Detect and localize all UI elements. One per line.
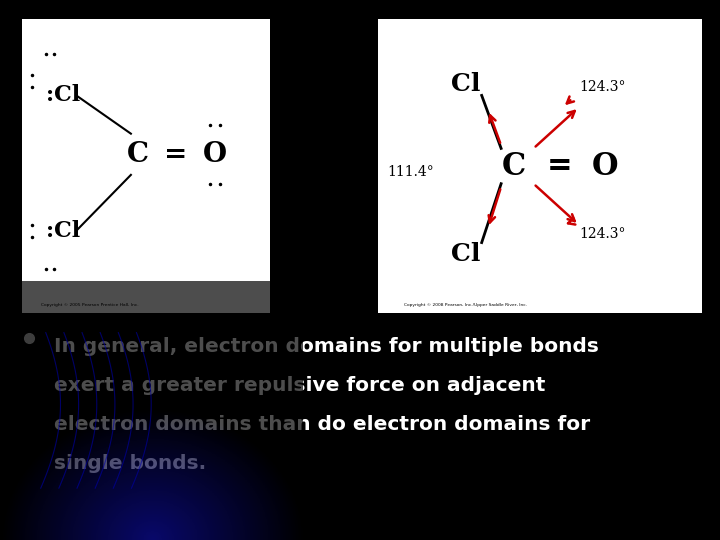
Text: Cl: Cl (451, 242, 480, 266)
Text: Copyright © 2008 Pearson, Inc./Upper Saddle River, Inc.: Copyright © 2008 Pearson, Inc./Upper Sad… (404, 303, 527, 307)
Text: Copyright © 2005 Pearson Prentice Hall, Inc.: Copyright © 2005 Pearson Prentice Hall, … (42, 303, 139, 307)
Text: Cl: Cl (451, 72, 480, 96)
Text: O: O (592, 151, 618, 181)
Text: =: = (164, 141, 187, 168)
Bar (378, 19, 702, 313)
Bar (22, 19, 270, 313)
Text: electron domains than do electron domains for: electron domains than do electron domain… (54, 415, 590, 434)
Text: C: C (127, 141, 149, 168)
Text: :Cl: :Cl (46, 84, 81, 106)
Text: 124.3°: 124.3° (579, 227, 626, 241)
Text: In general, electron domains for multiple bonds: In general, electron domains for multipl… (54, 338, 599, 356)
Text: exert a greater repulsive force on adjacent: exert a greater repulsive force on adjac… (54, 376, 545, 395)
Text: =: = (546, 151, 572, 181)
Text: C: C (502, 151, 526, 181)
Text: single bonds.: single bonds. (54, 454, 206, 473)
Text: :Cl: :Cl (46, 220, 81, 242)
Text: 111.4°: 111.4° (387, 165, 434, 179)
Text: O: O (203, 141, 228, 168)
Text: 124.3°: 124.3° (579, 79, 626, 93)
